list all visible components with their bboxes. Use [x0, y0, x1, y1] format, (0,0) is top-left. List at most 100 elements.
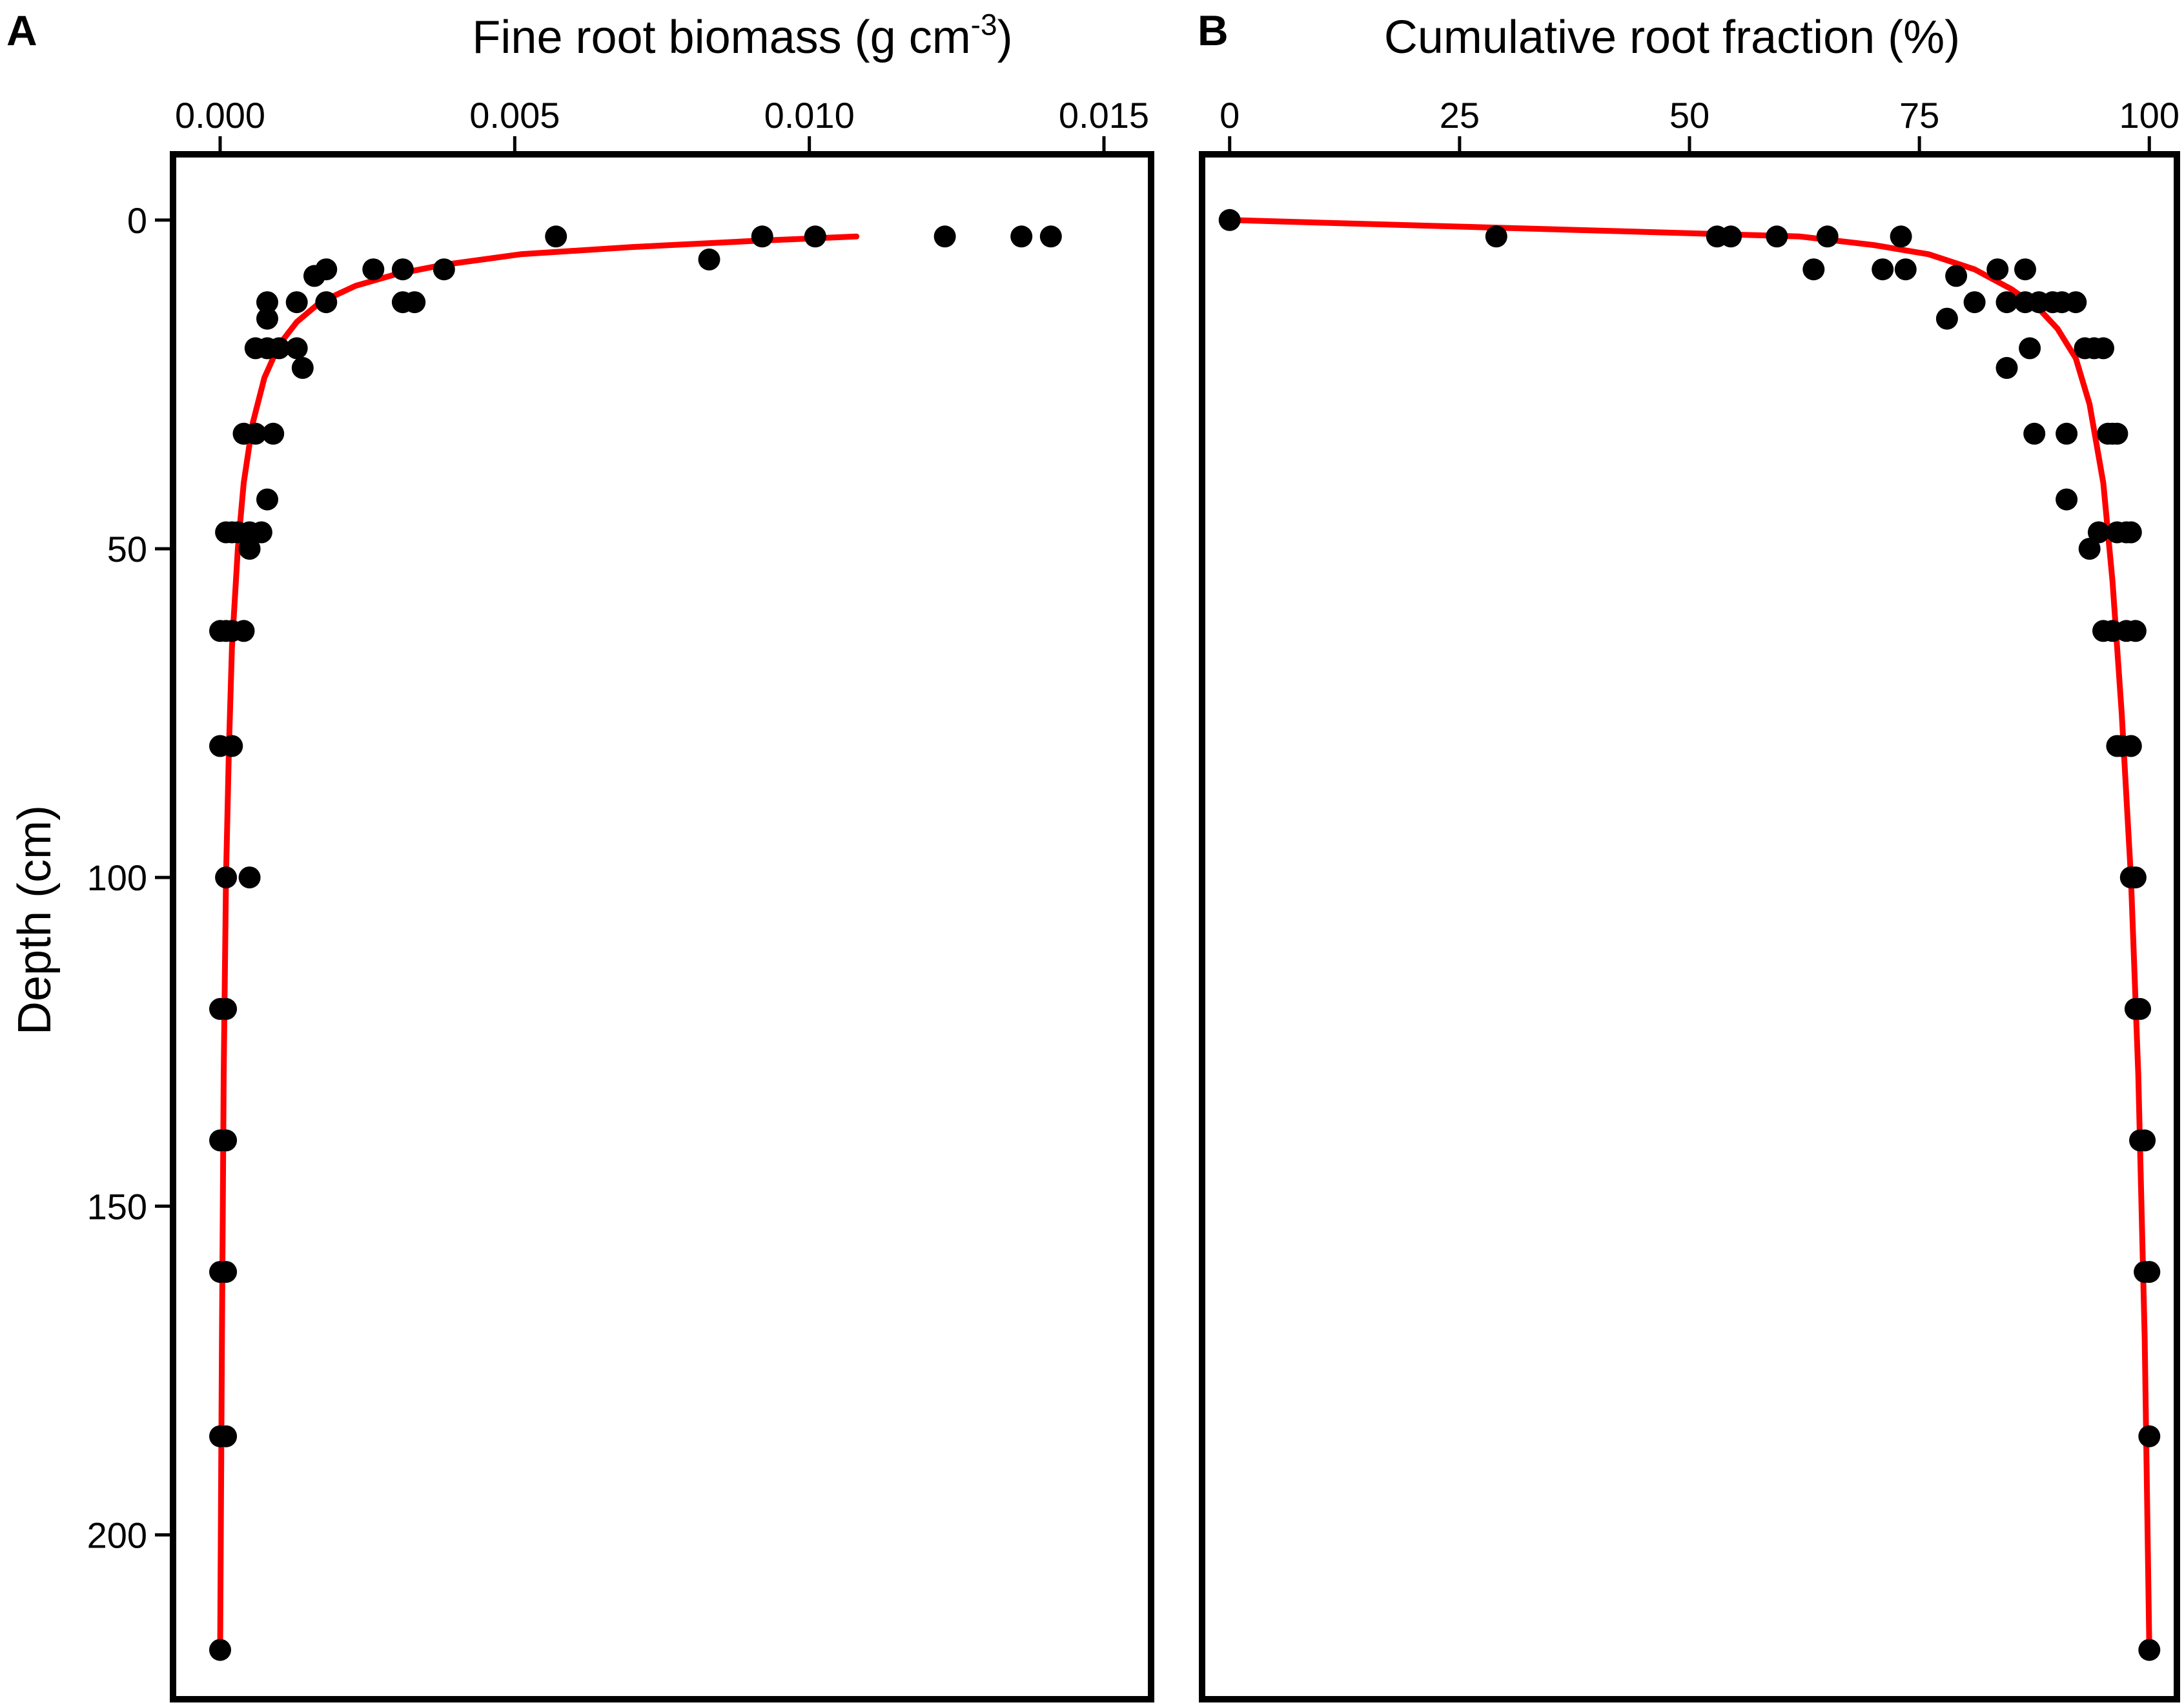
panel-b-data-point: [2065, 291, 2087, 314]
panel-a-data-point: [804, 225, 826, 248]
panel-a-data-point: [209, 735, 231, 757]
panel-a-data-point: [232, 422, 255, 445]
panel-b-x-tick-label: 0: [1220, 95, 1240, 136]
panel-b-x-axis-title: Cumulative root fraction (%): [1384, 12, 1960, 63]
panel-a-data-point: [285, 337, 308, 360]
panel-a-data-point: [751, 225, 773, 248]
panel-b-data-point: [1720, 225, 1742, 248]
panel-a-fit-line-group: [217, 233, 860, 1653]
panel-b-fit-line-group: [1227, 217, 2152, 1653]
panel-b-data-point: [1986, 258, 2009, 281]
panel-b-data-point: [1766, 225, 1788, 248]
panel-a-y-axis-title: Depth (cm): [9, 805, 61, 1035]
panel-a-data-point: [209, 1129, 231, 1152]
panel-a-data-point: [209, 1639, 231, 1661]
panel-a-x-tick-label: 0.000: [175, 95, 265, 136]
panel-b-data-point: [2014, 258, 2036, 281]
panel-a-data-point: [238, 538, 261, 560]
panel-a-x-axis-title-main: Fine root biomass (g cm: [472, 12, 970, 63]
panel-b-data-point: [1995, 356, 2018, 379]
panel-a-x-tick-label: 0.010: [764, 95, 855, 136]
panel-a-data-point: [209, 1261, 231, 1283]
panel-b-data-point: [1963, 291, 1986, 314]
panel-b-data-point: [2119, 735, 2142, 757]
panel-b-x-tick-label: 100: [2119, 95, 2179, 136]
panel-b-data-point: [1894, 258, 1917, 281]
panel-a: A Fine root biomass (g cm-3) Depth (cm) …: [6, 6, 1154, 1702]
panel-a-data-point: [303, 265, 325, 287]
panel-b-data-point: [1872, 258, 1894, 281]
panel-a-data-point: [209, 620, 231, 642]
panel-b-data-point: [1816, 225, 1839, 248]
panel-b-data-point: [2138, 1261, 2161, 1283]
panel-b-data-point: [2124, 620, 2147, 642]
panel-a-data-point: [391, 291, 414, 314]
panel-b-data-point: [2092, 337, 2114, 360]
panel-a-data-point: [256, 307, 278, 330]
panel-a-y-tick-label: 0: [127, 200, 147, 241]
panel-b-data-point: [1218, 209, 1241, 231]
panel-b-data-point: [2124, 866, 2147, 889]
panel-b-data-point: [1485, 225, 1507, 248]
panel-a-data-point: [215, 521, 238, 544]
panel-a-ticks: 0.000 0.005 0.010 0.015 0 50 100 150 200: [87, 95, 1149, 1555]
panel-b-x-tick-label: 25: [1440, 95, 1480, 136]
panel-b-data-point: [2019, 337, 2041, 360]
panel-a-data-point: [238, 866, 261, 889]
panel-b-data-point: [2106, 422, 2128, 445]
panel-a-x-tick-label: 0.005: [469, 95, 560, 136]
panel-b-data-point: [2023, 422, 2046, 445]
panel-a-data-point: [362, 258, 385, 281]
panel-b-points: [1218, 209, 2161, 1661]
panel-a-data-point: [934, 225, 956, 248]
panel-a-data-point: [262, 422, 285, 445]
panel-a-data-point: [209, 997, 231, 1020]
panel-a-x-tick-label: 0.015: [1059, 95, 1149, 136]
panel-a-frame: [170, 151, 1154, 1702]
panel-b-x-tick-label: 75: [1899, 95, 1939, 136]
panel-b-data-point: [2056, 422, 2078, 445]
panel-a-data-point: [256, 291, 278, 314]
panel-a-data-point: [244, 337, 267, 360]
panel-a-data-point: [315, 291, 338, 314]
panel-b-ticks: 0 25 50 75 100: [1220, 95, 2179, 151]
panel-b-data-point: [1935, 307, 1958, 330]
panel-b-data-point: [2087, 521, 2110, 544]
panel-b-data-point: [1945, 265, 1968, 287]
panel-b-data-point: [1890, 225, 1912, 248]
panel-b-data-point: [2138, 1425, 2161, 1447]
panel-a-data-point: [391, 258, 414, 281]
panel-a-y-tick-label: 100: [87, 857, 147, 898]
panel-b-data-point: [2138, 1639, 2161, 1661]
panel-b-frame: [1199, 151, 2180, 1702]
panel-a-data-point: [291, 356, 314, 379]
panel-a-data-point: [215, 866, 238, 889]
panel-a-data-point: [545, 225, 567, 248]
panel-b-fit-line: [1227, 217, 2152, 1653]
panel-b-data-point: [1995, 291, 2018, 314]
panel-b-label: B: [1198, 6, 1229, 54]
panel-a-data-point: [433, 258, 455, 281]
panel-a-fit-line: [217, 233, 860, 1653]
panel-b-data-point: [2078, 538, 2101, 560]
panel-a-data-point: [256, 488, 278, 511]
panel-a-data-point: [698, 248, 720, 271]
panel-b-data-point: [2129, 997, 2151, 1020]
panel-a-points: [209, 225, 1062, 1661]
panel-b-data-point: [2056, 488, 2078, 511]
panel-a-y-tick-label: 200: [87, 1515, 147, 1555]
panel-a-data-point: [1039, 225, 1062, 248]
panel-b: B Cumulative root fraction (%) 0 25 50 75 10…: [1198, 6, 2180, 1702]
panel-b-data-point: [2119, 521, 2142, 544]
panel-a-y-tick-label: 150: [87, 1186, 147, 1227]
panel-b-data-point: [2134, 1129, 2156, 1152]
panel-a-data-point: [285, 291, 308, 314]
panel-b-data-point: [1802, 258, 1825, 281]
panel-a-x-axis-title: Fine root biomass (g cm-3): [472, 8, 1012, 63]
panel-a-x-axis-title-close: ): [997, 12, 1013, 63]
panel-b-x-tick-label: 50: [1669, 95, 1709, 136]
panel-a-data-point: [209, 1425, 231, 1447]
panel-a-x-axis-title-superscript: -3: [971, 8, 997, 41]
panel-a-label: A: [6, 6, 37, 54]
